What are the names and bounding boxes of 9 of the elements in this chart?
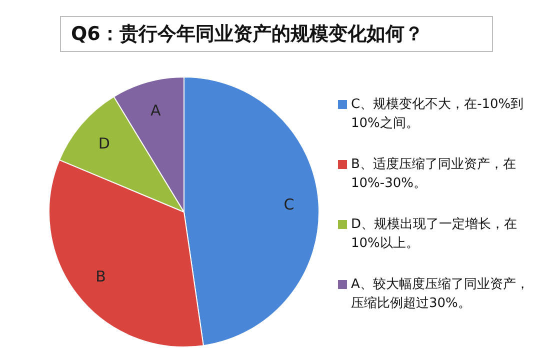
data-label: C (284, 195, 294, 214)
legend-label: D、规模出现了一定增长，在10%以上。 (351, 217, 518, 251)
chart-title: Q6：贵行今年同业资产的规模变化如何？ (60, 16, 493, 52)
data-label: D (98, 134, 110, 152)
legend-label: B、适度压缩了同业资产，在10%-30%。 (351, 157, 516, 191)
data-label: B (96, 268, 106, 286)
legend-label: A、较大幅度压缩了同业资产，压缩比例超过30%。 (351, 277, 529, 311)
data-label: A (150, 102, 162, 120)
legend-label: C、规模变化不大，在-10%到10%之间。 (351, 97, 524, 131)
